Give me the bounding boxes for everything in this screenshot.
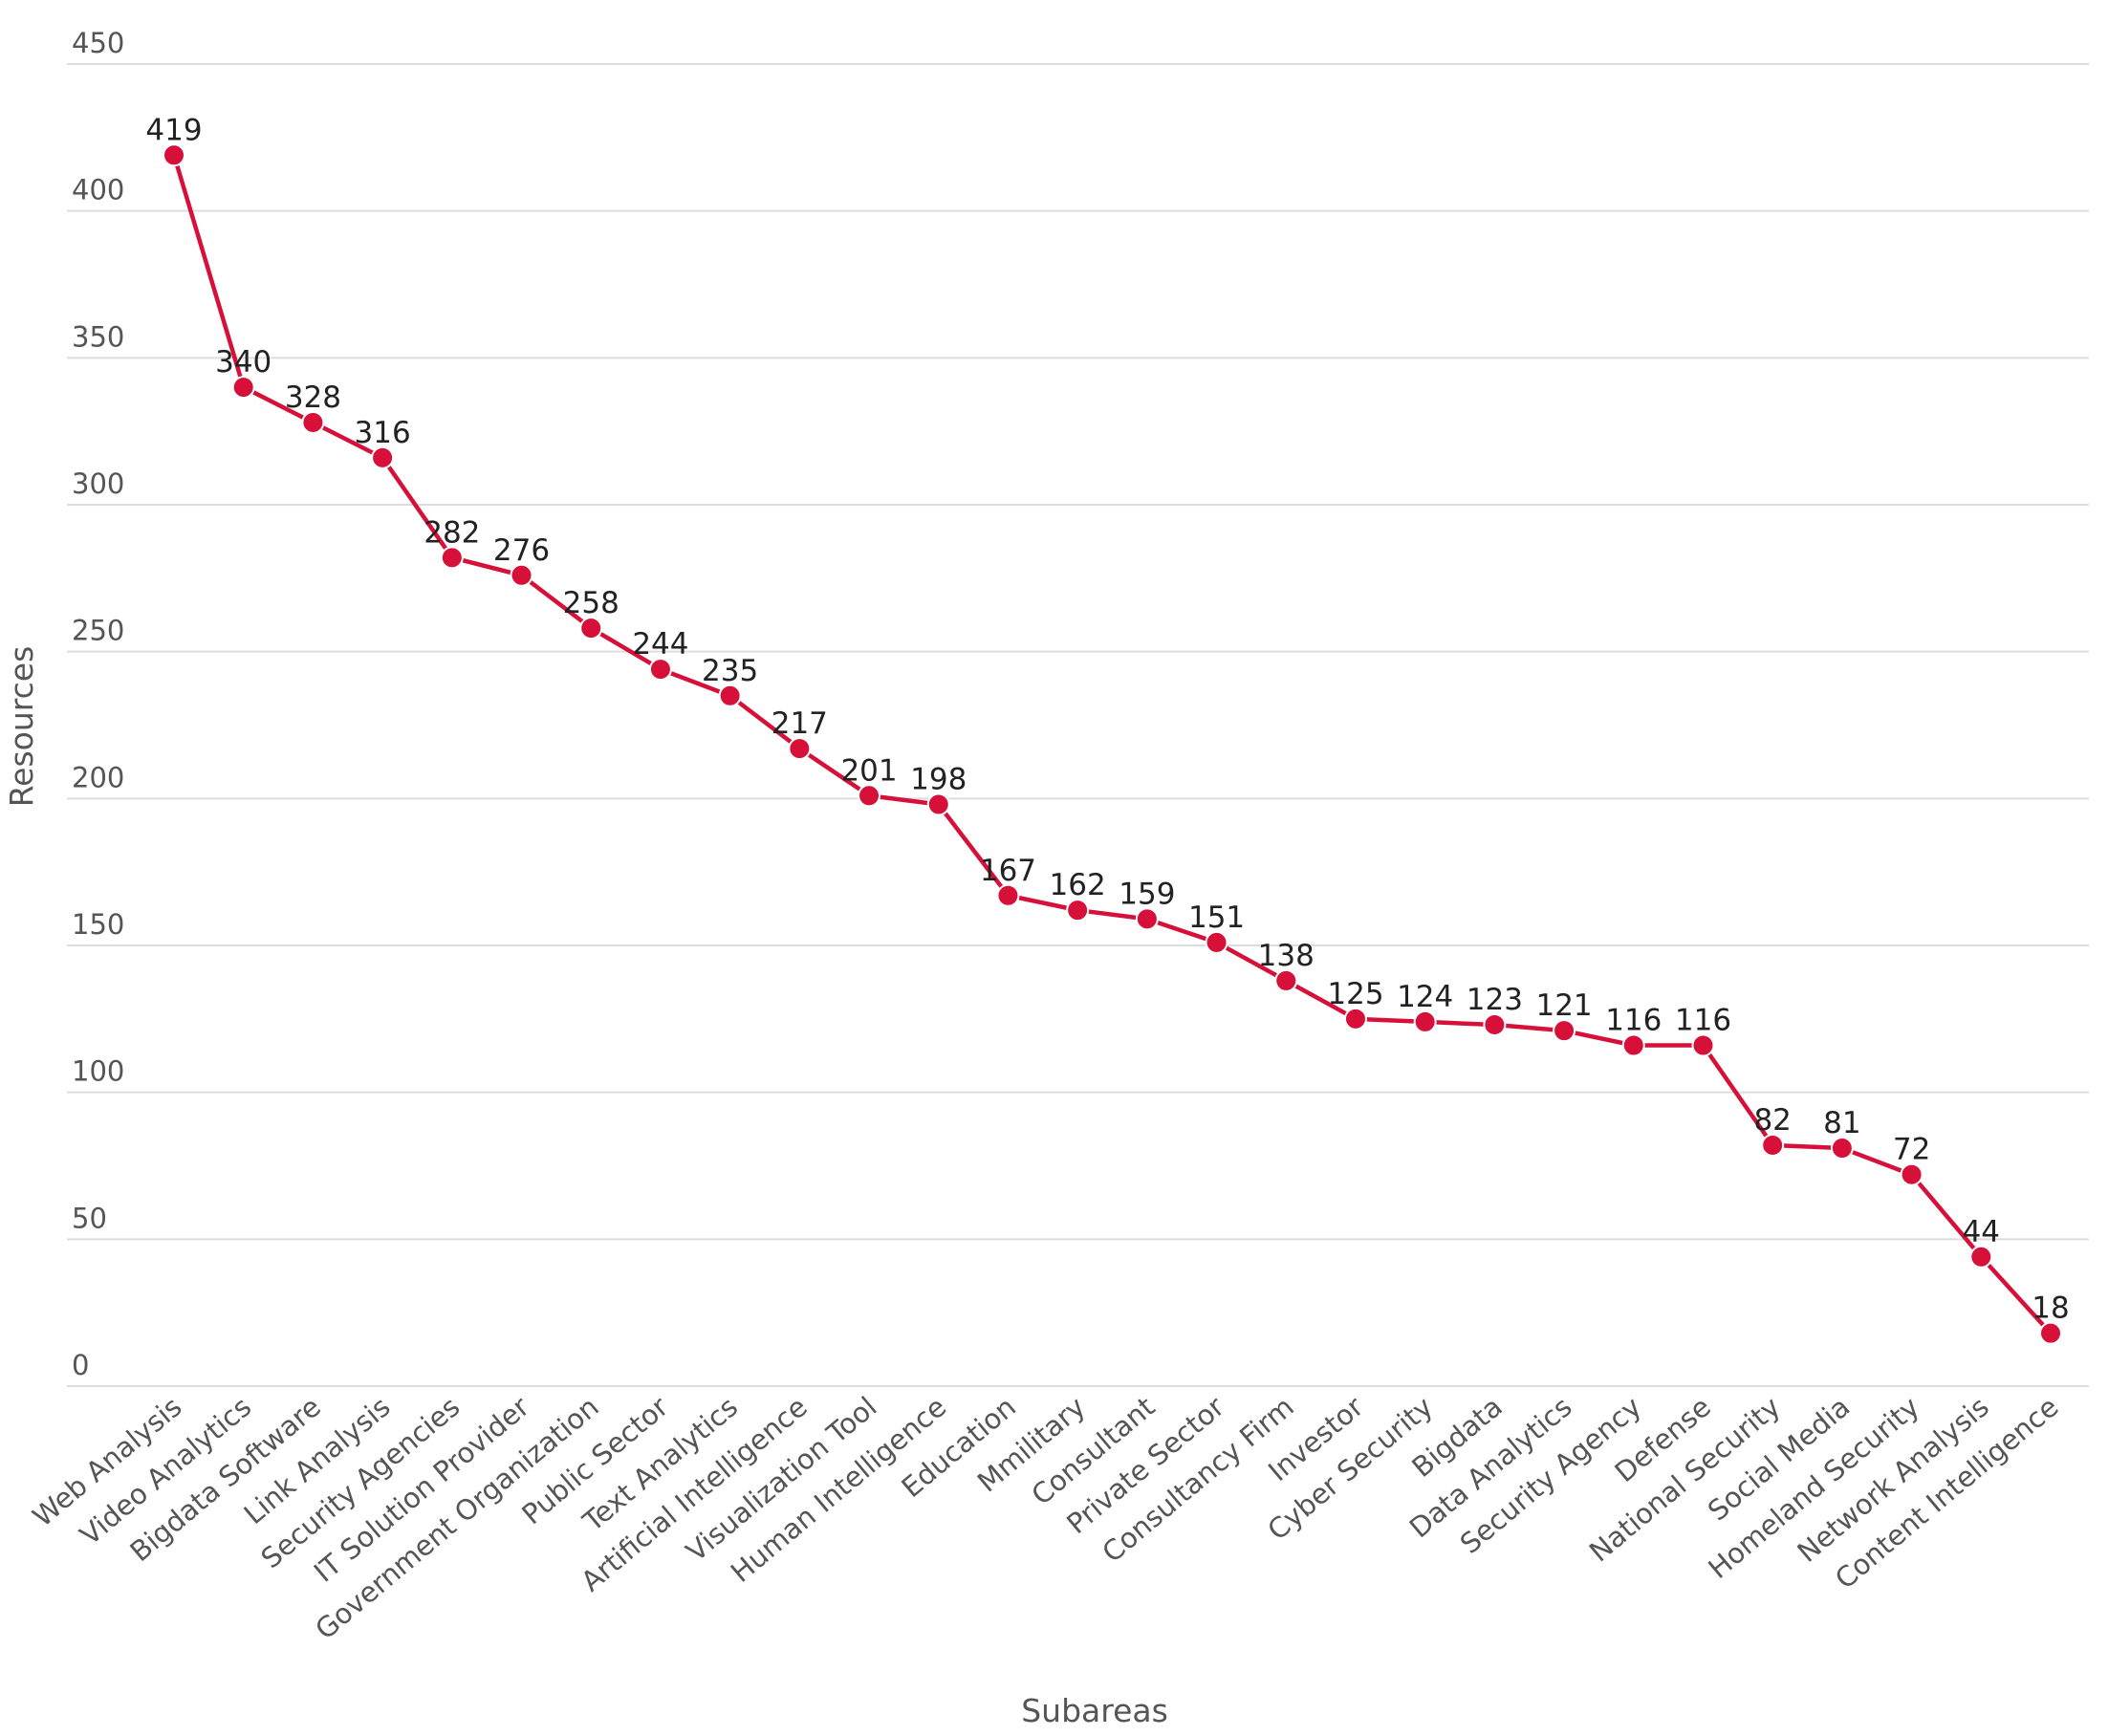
y-tick-label: 200 [72,761,124,793]
data-label: 116 [1605,1003,1662,1037]
data-point [2039,1321,2062,1345]
data-label: 123 [1467,983,1523,1017]
y-tick-label: 350 [72,320,124,353]
series-line [171,154,2053,1335]
y-axis-title: Resources [3,646,40,808]
data-label: 258 [563,586,619,620]
data-point [1691,1033,1715,1057]
y-tick-label: 400 [72,174,124,206]
y-tick-label: 250 [72,615,124,647]
data-label: 18 [2032,1291,2069,1326]
data-label: 44 [1963,1215,2000,1249]
y-tick-label: 150 [72,908,124,941]
data-label: 125 [1327,977,1383,1011]
data-label: 82 [1753,1103,1791,1138]
data-point [1830,1137,1854,1161]
y-tick-label: 300 [72,467,124,500]
data-label: 316 [355,416,411,450]
data-label: 151 [1188,901,1245,935]
data-point [648,658,672,682]
data-point [301,410,325,434]
data-point [1413,1009,1437,1033]
y-tick-label: 450 [72,27,124,59]
data-point [371,445,395,469]
data-point [1621,1033,1645,1057]
data-label: 198 [910,762,967,796]
data-point [858,784,881,808]
data-point [996,883,1020,907]
data-point [1969,1245,1993,1269]
y-axis-ticks: 0 50 100 150 200 250 300 350 400 450 [72,27,124,1381]
data-label: 121 [1535,988,1592,1023]
y-tick-label: 0 [72,1349,89,1381]
data-label: 244 [632,627,688,662]
data-labels: 419 340 328 316 282 276 258 244 235 217 201 198 167 1… [145,113,2069,1325]
data-point [1274,968,1298,992]
data-label: 116 [1675,1003,1731,1037]
data-label: 235 [702,654,758,688]
data-label: 159 [1119,877,1175,911]
data-label: 276 [493,533,550,568]
data-point [1900,1162,1923,1186]
data-label: 162 [1050,868,1106,902]
y-tick-label: 100 [72,1055,124,1088]
y-tick-label: 50 [72,1202,107,1234]
data-label: 81 [1823,1106,1860,1140]
data-point [1761,1133,1785,1157]
data-point [510,563,533,587]
data-point [1135,907,1159,931]
data-label: 138 [1258,939,1315,973]
data-label: 340 [215,345,272,380]
data-point [788,737,812,761]
data-point [718,684,742,707]
data-point [1066,899,1090,922]
data-label: 167 [980,854,1036,888]
data-label: 282 [424,515,480,550]
data-point [1483,1012,1507,1036]
data-point [1553,1019,1576,1043]
data-label: 72 [1893,1133,1930,1167]
x-axis-title: Subareas [1021,1692,1168,1729]
data-label: 328 [285,380,341,415]
data-label: 124 [1397,980,1453,1014]
data-point [163,143,185,167]
data-point [579,617,603,640]
data-label: 201 [840,753,897,788]
data-point [440,546,464,570]
data-point [1343,1007,1367,1031]
data-point [1205,930,1228,954]
data-label: 419 [145,113,202,147]
data-point [926,792,950,816]
data-label: 217 [771,706,828,741]
gridlines [67,63,2089,1387]
data-point [231,376,255,400]
series-resources [163,143,2062,1345]
